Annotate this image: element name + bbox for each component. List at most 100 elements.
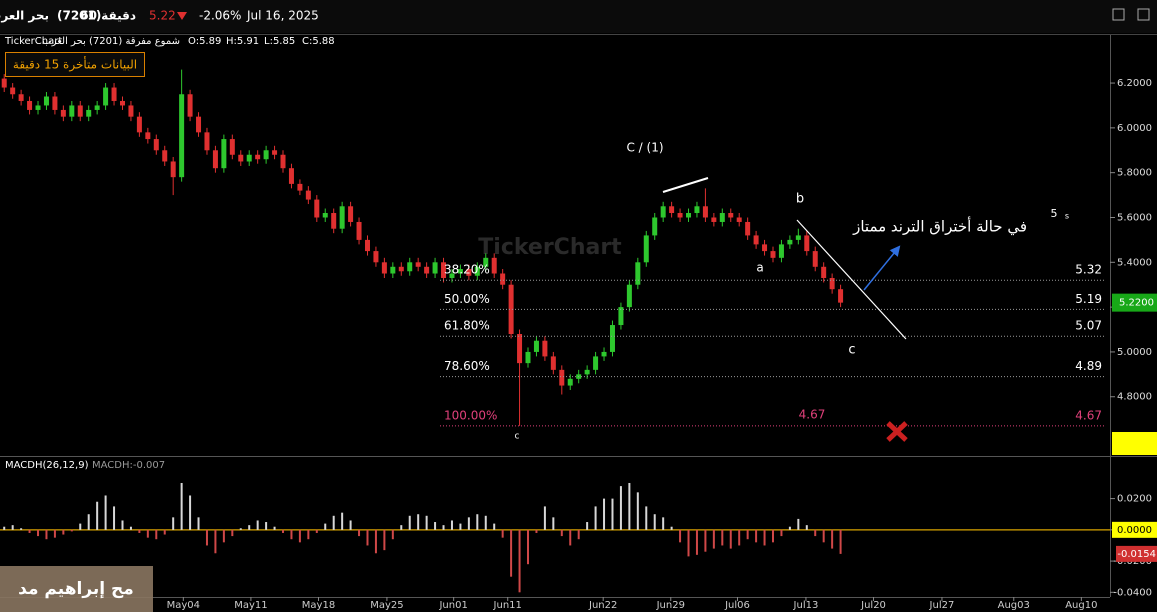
histogram-bar [738, 529, 741, 546]
candle-body [356, 221, 362, 240]
histogram-bar [408, 515, 411, 530]
candle-body [187, 94, 193, 117]
histogram-bar [662, 517, 665, 530]
candle-body [728, 213, 734, 218]
current-label: -0.0154 [1117, 549, 1156, 560]
panel-subtitle: MACDH:-0.007 [92, 460, 165, 471]
histogram-bar [104, 495, 107, 530]
candle-body [27, 100, 33, 110]
stock-name: بحر العرب [0, 9, 49, 23]
candle-body [711, 217, 717, 222]
histogram-bar [771, 529, 774, 543]
date: Jul 16, 2025 [246, 9, 319, 23]
top-bar [0, 0, 1157, 33]
histogram-bar [113, 506, 116, 530]
histogram-bar [839, 529, 842, 554]
annotation: s [1065, 212, 1069, 221]
candle-body [229, 139, 235, 155]
x-mark [886, 421, 908, 442]
candle-body [821, 266, 827, 278]
watermark: TickerChart [478, 235, 622, 260]
histogram-bar [721, 529, 724, 546]
candle-body [398, 266, 404, 272]
candle-body [424, 266, 430, 274]
candle-body [601, 351, 607, 357]
histogram-bar [476, 514, 479, 530]
candle-body [255, 154, 261, 160]
x-tick-label: Jul13 [793, 600, 819, 611]
candle-body [314, 199, 320, 218]
histogram-bar [814, 529, 817, 537]
overlay-text: مح إبراهيم مد [18, 579, 134, 599]
badge [1112, 432, 1157, 455]
candle-body [18, 94, 24, 101]
histogram-bar [341, 512, 344, 530]
histogram-bar [282, 529, 285, 533]
fib-value: 4.67 [1075, 408, 1102, 422]
x-tick-label: Jun22 [588, 600, 617, 611]
histogram-bar [155, 529, 158, 540]
candle-body [542, 340, 548, 357]
delay-notice: البيانات متأخرة 15 دقيقة [13, 56, 137, 73]
fib-label: 78.60% [444, 359, 490, 373]
candle-body [762, 244, 768, 252]
x-tick-label: Aug03 [998, 600, 1030, 611]
histogram-bar [417, 514, 420, 530]
fib-label: 50.00% [444, 292, 490, 306]
histogram-bar [645, 506, 648, 530]
histogram-bar [239, 528, 242, 530]
candle-body [10, 87, 16, 95]
ohlc-high: H:5.91 [226, 36, 259, 47]
candle-body [153, 139, 159, 151]
current-box [1116, 545, 1157, 562]
histogram-bar [205, 529, 208, 546]
candle-body [508, 284, 514, 335]
histogram-bar [755, 529, 758, 543]
candle-body [483, 257, 489, 267]
histogram-bar [797, 518, 800, 530]
histogram-bar [450, 520, 453, 530]
histogram-bar [687, 529, 690, 557]
histogram-bar [552, 517, 555, 530]
candle-body [322, 213, 328, 218]
candle-body [770, 251, 776, 258]
window-icon[interactable] [1137, 8, 1150, 21]
histogram-bar [670, 526, 673, 530]
y-tick-label: 0.0000 [1117, 525, 1152, 536]
histogram-bar [37, 529, 40, 537]
histogram-bar [442, 525, 445, 530]
series-name: شموع مفرقة (7201) بحر العرب [42, 36, 180, 47]
candle-body [787, 239, 793, 245]
histogram-bar [273, 526, 276, 530]
y-tick-label: 5.0000 [1117, 347, 1152, 358]
candle-body [618, 307, 624, 326]
histogram-bar [636, 492, 639, 530]
candle-body [719, 213, 725, 222]
candle-body [736, 217, 742, 222]
histogram-bar [222, 529, 225, 543]
window-icon[interactable] [1112, 8, 1125, 21]
candle-body [500, 273, 506, 285]
histogram-bar [763, 529, 766, 546]
candle-body [305, 190, 311, 200]
histogram-bar [62, 529, 65, 535]
histogram-bar [510, 529, 513, 577]
ohlc-open: O:5.89 [188, 36, 221, 47]
candle-body [609, 325, 615, 352]
candle-body [297, 183, 303, 191]
fib-label: 61.80% [444, 319, 490, 333]
histogram-bar [214, 529, 217, 554]
annotation: c [848, 343, 855, 358]
histogram-bar [256, 520, 259, 530]
candle-body [584, 369, 590, 375]
annotation: C / (1) [626, 141, 663, 155]
candle-body [702, 206, 708, 218]
candle-body [280, 154, 286, 169]
zero-box [1112, 521, 1157, 538]
candle-body [517, 334, 523, 364]
interval[interactable]: 60 دقيقة [80, 9, 136, 23]
y-tick-label: 6.2000 [1117, 78, 1152, 89]
histogram-bar [712, 529, 715, 549]
x-tick-label: May11 [234, 600, 267, 611]
